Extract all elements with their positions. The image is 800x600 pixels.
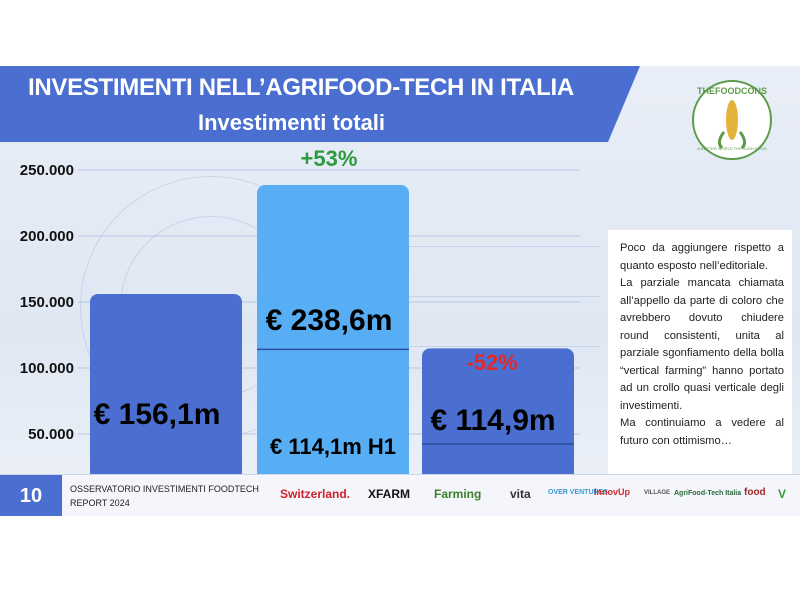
bar-total-2022 <box>90 293 242 500</box>
sponsor-switzerland-logo: Switzerland. <box>280 487 351 501</box>
bar-value-label: € 114,9m <box>430 404 555 437</box>
thefoodcons-logo: THEFOODCONS A BETTER WORLD THROUGH FOOD <box>692 80 772 160</box>
report-name-line1: OSSERVATORIO INVESTIMENTI FOODTECH <box>70 484 259 494</box>
commentary-paragraph: Ma continuiamo a vedere al futuro con ot… <box>620 417 784 447</box>
bar-total-2023 <box>257 185 409 500</box>
sponsor-vita-logo: vita <box>510 487 531 501</box>
report-name-line2: REPORT 2024 <box>70 498 130 508</box>
investment-bar-chart: 0.00050.000100.000150.000200.000250.0002… <box>20 146 580 516</box>
sponsor-food-logo: food <box>744 487 766 498</box>
footer: 10 OSSERVATORIO INVESTIMENTI FOODTECH RE… <box>0 474 800 516</box>
background-line <box>360 346 600 347</box>
logo-tagline: A BETTER WORLD THROUGH FOOD <box>697 146 767 151</box>
sponsor-v-logo: V <box>778 487 787 501</box>
y-tick-label: 100.000 <box>20 360 74 377</box>
bar-total-2024 <box>422 348 574 500</box>
sponsor-agrifood-tech-logo: AgriFood-Tech Italia <box>674 490 742 497</box>
sponsor-farming-logo: Farming <box>434 487 482 501</box>
slide: INVESTIMENTI NELL’AGRIFOOD-TECH IN ITALI… <box>0 66 800 516</box>
page-number: 10 <box>0 475 62 516</box>
sponsor-innovup-logo: InnovUp <box>594 487 630 497</box>
change-percent-label: +53% <box>301 146 358 171</box>
sponsor-village-logo: VILLAGE <box>644 490 671 496</box>
bar-value-label: € 156,1m <box>94 398 221 431</box>
background-line <box>300 246 600 247</box>
commentary-paragraph: La parziale mancata chiamata all’appello… <box>620 277 784 412</box>
commentary-box: Poco da aggiungere rispetto a quanto esp… <box>608 230 792 480</box>
background-line <box>320 296 600 297</box>
commentary-paragraph: Poco da aggiungere rispetto a quanto esp… <box>620 242 784 272</box>
h1-value-label: € 114,1m H1 <box>270 434 396 459</box>
bar-value-label: € 238,6m <box>266 304 393 337</box>
title-banner: INVESTIMENTI NELL’AGRIFOOD-TECH IN ITALI… <box>0 66 640 142</box>
sponsor-xfarm-logo: XFARM <box>368 487 410 501</box>
y-tick-label: 250.000 <box>20 162 74 179</box>
y-tick-label: 200.000 <box>20 228 74 245</box>
report-name: OSSERVATORIO INVESTIMENTI FOODTECH REPOR… <box>70 482 259 510</box>
logo-text: THEFOODCONS <box>696 86 767 96</box>
wheat-icon <box>717 100 747 150</box>
page-subtitle: Investimenti totali <box>198 110 386 135</box>
y-tick-label: 50.000 <box>28 426 74 443</box>
y-tick-label: 150.000 <box>20 294 74 311</box>
change-percent-label: -52% <box>466 350 517 375</box>
sponsor-over-ventures-logo: OVER VENTURES <box>548 489 608 496</box>
page-title: INVESTIMENTI NELL’AGRIFOOD-TECH IN ITALI… <box>28 74 574 101</box>
